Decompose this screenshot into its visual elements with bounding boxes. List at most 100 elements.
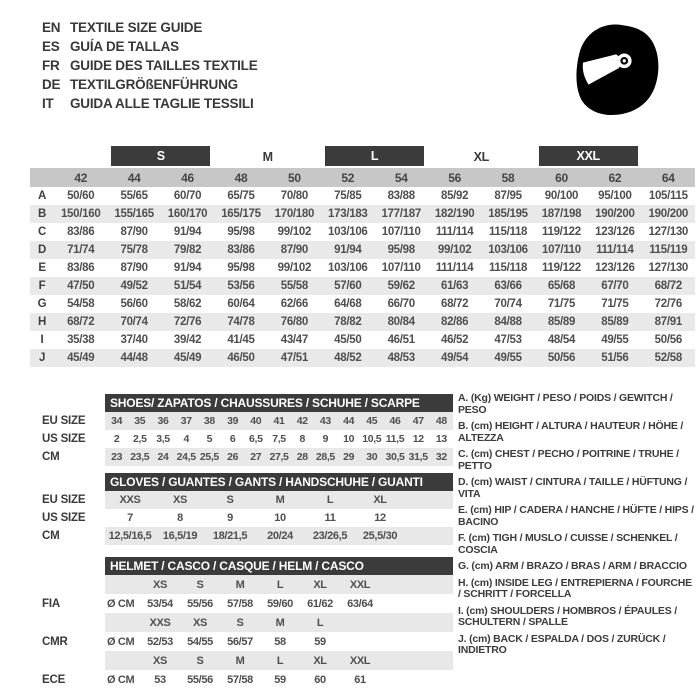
size-value-cell: 76/80 [280, 316, 309, 328]
textile-size-table: S M L XL XXL 42 44 46 48 50 52 54 56 58 60 62 64 A 50/60… [30, 145, 695, 367]
shoes-size-cell: 4 [183, 433, 189, 445]
size-value-cell: 190/200 [648, 208, 689, 220]
row-label: EU SIZE [42, 494, 86, 506]
size-value-cell: 83/86 [227, 244, 255, 256]
row-label: ECE [42, 673, 66, 686]
helmet-shell [576, 24, 659, 116]
helmet-size-cell: XXL [349, 578, 371, 591]
shoes-size-cell: 5 [206, 433, 213, 445]
size-value-cell: 37/40 [120, 334, 148, 346]
helmet-size-cell: XL [313, 654, 327, 667]
language-title: GUÍA DE TALLAS [70, 39, 179, 54]
helmet-size-cell: 57/58 [227, 597, 253, 610]
shoes-size-cell: 37 [180, 415, 192, 427]
size-value-cell: 48/53 [387, 352, 416, 364]
size-value-cell: 111/114 [435, 262, 474, 274]
size-value-cell: 103/106 [328, 262, 368, 274]
helmet-size-cell: XXL [349, 654, 371, 667]
row-label [30, 575, 105, 594]
table-row: F 47/50 49/52 51/54 53/56 55/58 57/60 59/62 61/6… [30, 277, 695, 295]
size-value-cell: 79/82 [173, 244, 202, 256]
table-row: E 83/86 87/90 91/94 95/98 99/102 103/106 107/11… [30, 259, 695, 277]
row-label [30, 613, 105, 632]
legend-item: J. (cm) BACK / ESPALDA / DOS / ZURÜCK / … [458, 632, 666, 656]
size-value-cell: 85/92 [440, 190, 469, 202]
shoes-size-cell: 27 [250, 451, 262, 463]
size-value-cell: 155/165 [114, 208, 154, 220]
row-label [30, 651, 105, 670]
size-value-cell: 58/62 [173, 298, 202, 310]
row-label: CM [42, 451, 60, 463]
table-row: US SIZE 7 8 9 10 11 12 [30, 509, 453, 527]
row-letter: C [37, 226, 46, 238]
shoes-size-cell: 44 [343, 415, 355, 427]
size-value-cell: 71/75 [547, 298, 576, 310]
language-title: TEXTILGRÖßENFÜHRUNG [70, 77, 238, 92]
size-value-cell: 54/58 [67, 298, 95, 310]
row-letter: E [38, 262, 46, 274]
shoes-size-cell: 30,5 [385, 451, 405, 463]
legend-item: G. (cm) ARM / BRAZO / BRAS / ARM / BRACC… [458, 560, 687, 572]
legend-item: C. (cm) CHEST / PECHO / POITRINE / TRUHE… [458, 448, 679, 472]
table-row: FIA Ø CM 53/54 55/56 57/58 59/60 61/62 63/64 [30, 594, 453, 613]
gloves-size-cell: XS [173, 494, 187, 506]
diameter-unit-label: Ø CM [107, 597, 135, 610]
shoes-size-cell: 6,5 [249, 433, 263, 445]
size-value-cell: 87/91 [654, 316, 683, 328]
size-value-cell: 35/38 [67, 334, 95, 346]
helmet-size-cell: M [235, 578, 245, 591]
diameter-unit-label: Ø CM [107, 673, 135, 686]
table-row: XS S M L XL XXL [30, 575, 453, 594]
size-value-cell: 72/76 [654, 298, 683, 310]
shoes-size-cell: 47 [412, 415, 424, 427]
numeric-size-cell: 54 [394, 170, 408, 185]
gloves-size-cell: 10 [274, 512, 286, 524]
size-value-cell: 65/75 [227, 190, 255, 202]
size-value-cell: 48/54 [547, 334, 576, 346]
size-value-cell: 160/170 [167, 208, 208, 220]
gloves-size-cell: 16,5/19 [162, 530, 198, 542]
helmet-size-cell: 63/64 [347, 597, 373, 610]
size-value-cell: 185/195 [488, 208, 528, 220]
size-value-cell: 87/90 [280, 244, 309, 256]
size-value-cell: 87/90 [120, 262, 148, 274]
row-letter: J [38, 352, 46, 364]
size-value-cell: 52/58 [654, 352, 683, 364]
size-value-cell: 115/118 [488, 226, 528, 238]
size-value-cell: 150/160 [60, 208, 101, 220]
row-values: XXS XS S M L [105, 613, 453, 632]
size-value-cell: 61/63 [440, 280, 469, 292]
size-group-label: L [325, 146, 424, 166]
size-value-cell: 95/98 [227, 262, 255, 274]
size-value-cell: 182/190 [434, 208, 475, 220]
table-row: B 150/160 155/165 160/170 165/175 170/180 173/… [30, 205, 695, 223]
helmet-size-cell: L [316, 616, 324, 629]
size-value-cell: 49/52 [120, 280, 148, 292]
table-row: XXS XS S M L [30, 613, 453, 632]
row-letter: A [37, 190, 46, 202]
table-row: XS S M L XL XXL [30, 651, 453, 670]
helmet-section: HELMET / CASCO / CASQUE / HELM / CASCO X… [30, 557, 453, 689]
size-value-cell: 123/126 [595, 226, 635, 238]
helmet-size-cell: 59 [274, 673, 286, 686]
language-row: ES GUÍA DE TALLAS [42, 37, 258, 56]
language-code: DE [42, 77, 61, 92]
size-value-cell: 46/51 [387, 334, 416, 346]
visor-pivot-center [622, 59, 626, 63]
size-value-cell: 74/78 [227, 316, 255, 328]
gloves-size-cell: S [226, 494, 234, 506]
size-value-cell: 119/122 [542, 226, 581, 238]
size-value-cell: 165/175 [221, 208, 261, 220]
row-letter: B [37, 208, 46, 220]
size-group-row: S M L XL XXL [30, 145, 695, 168]
language-code: EN [42, 20, 61, 35]
gloves-size-cell: 11 [324, 512, 336, 524]
row-values: 12,5/16,5 16,5/19 18/21,5 20/24 23/26,5 25,5/… [105, 527, 453, 545]
row-letter: I [40, 334, 44, 346]
row-values: Ø CM 52/53 54/55 56/57 58 59 [105, 632, 453, 651]
numeric-size-cell: 42 [74, 170, 88, 185]
size-value-cell: 105/115 [648, 190, 688, 202]
size-value-cell: 60/64 [227, 298, 255, 310]
size-value-cell: 70/74 [120, 316, 148, 328]
row-label: EU SIZE [42, 415, 86, 427]
